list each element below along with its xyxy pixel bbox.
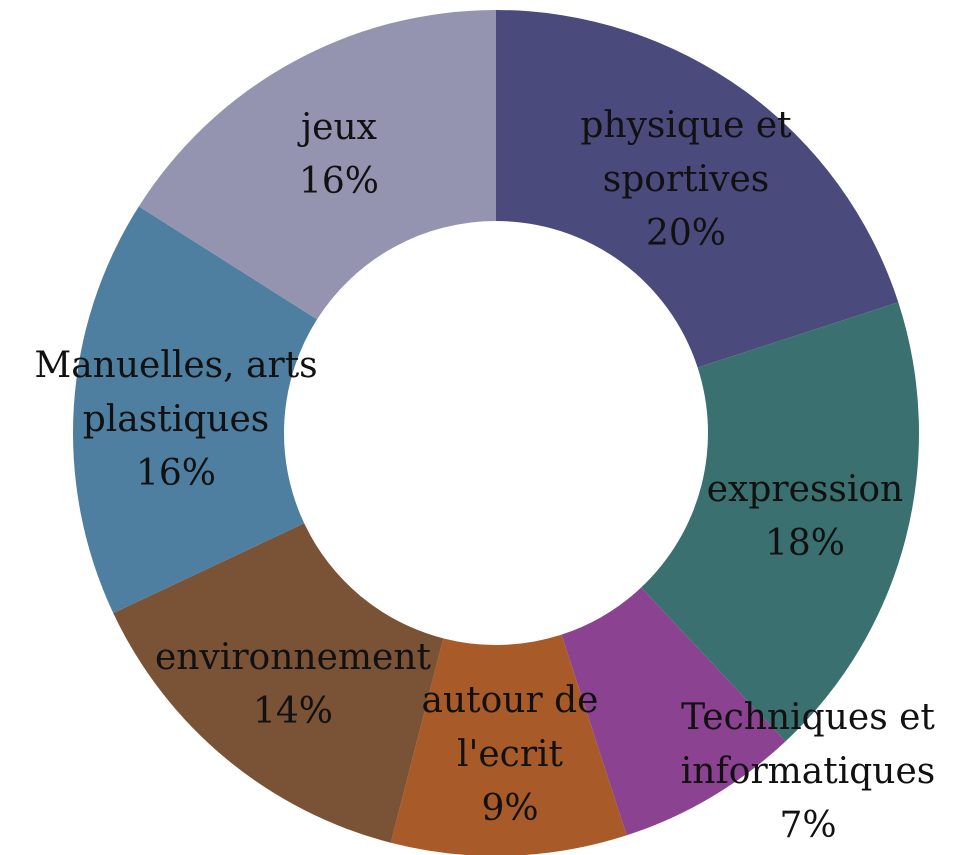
slice-label: l'ecrit	[457, 734, 564, 775]
slice-label: expression	[707, 469, 904, 510]
value-label: 14%	[253, 691, 333, 732]
donut-slice	[73, 206, 318, 614]
slice-label: plastiques	[83, 399, 270, 440]
donut-slice	[390, 634, 627, 855]
value-label: 18%	[765, 523, 845, 564]
slice-label: autour de	[422, 680, 599, 721]
value-label: 9%	[481, 788, 538, 829]
value-label: 7%	[779, 805, 836, 846]
value-label: 16%	[299, 161, 379, 202]
slice-label: physique et	[580, 105, 792, 146]
slice-label: informatiques	[681, 751, 936, 792]
slice-label: jeux	[297, 107, 377, 148]
donut-slice	[641, 302, 920, 742]
value-label: 20%	[646, 213, 726, 254]
value-label: 16%	[136, 453, 216, 494]
donut-slice	[138, 10, 496, 320]
slice-label: sportives	[603, 159, 770, 200]
slice-label: environnement	[155, 637, 432, 678]
donut-slice	[113, 523, 444, 843]
slice-label: Techniques et	[681, 697, 935, 738]
slice-label: Manuelles, arts	[34, 345, 317, 386]
donut-slice	[496, 10, 899, 368]
donut-slice	[561, 587, 786, 836]
